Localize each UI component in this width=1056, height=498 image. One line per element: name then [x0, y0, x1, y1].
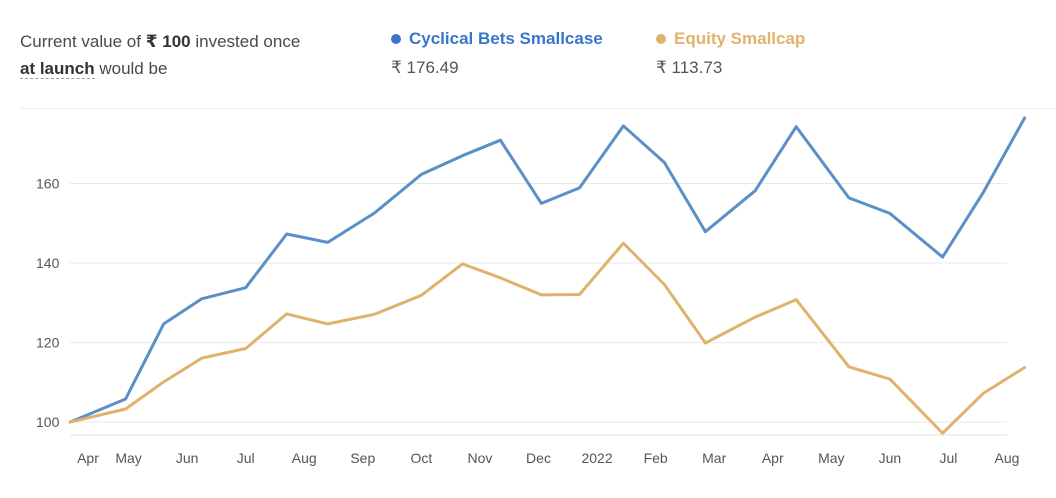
x-tick-label: Jul — [939, 450, 957, 466]
legend-dot-icon — [656, 34, 666, 44]
legend-dot-icon — [391, 34, 401, 44]
legend-item-cyclical-bets[interactable]: Cyclical Bets Smallcase ₹ 176.49 — [391, 28, 603, 79]
caption-amount: 100 — [162, 32, 191, 51]
legend-name-text: Cyclical Bets Smallcase — [409, 29, 603, 48]
x-tick-label: Aug — [995, 450, 1020, 466]
x-tick-label: May — [818, 450, 844, 466]
x-tick-label: Aug — [292, 450, 317, 466]
caption-currency: ₹ — [145, 32, 158, 51]
series-line-equity-smallcap — [68, 241, 1027, 435]
x-tick-label: Mar — [702, 450, 726, 466]
series-line-cyclical-bets — [68, 116, 1027, 424]
x-tick-label: Nov — [467, 450, 492, 466]
caption-mid: invested once — [190, 32, 301, 51]
legend-value-cyclical-bets: ₹ 176.49 — [391, 58, 459, 77]
x-tick-label: Apr — [762, 450, 784, 466]
x-tick-label: Oct — [410, 450, 432, 466]
at-launch-link[interactable]: at launch — [20, 59, 95, 79]
chart-caption: Current value of ₹ 100 invested once at … — [20, 28, 300, 82]
x-tick-label: Jul — [237, 450, 255, 466]
y-tick-label: 140 — [36, 255, 60, 271]
chart-header: Current value of ₹ 100 invested once at … — [20, 28, 1050, 88]
y-tick-label: 160 — [36, 176, 60, 192]
legend-item-equity-smallcap[interactable]: Equity Smallcap ₹ 113.73 — [656, 28, 805, 79]
y-tick-label: 100 — [36, 414, 60, 430]
legend-value-equity-smallcap: ₹ 113.73 — [656, 58, 723, 77]
caption-suffix: would be — [94, 59, 168, 78]
legend-label-cyclical-bets: Cyclical Bets Smallcase — [391, 28, 603, 50]
x-tick-label: Sep — [350, 450, 375, 466]
header-divider — [20, 108, 1056, 109]
x-tick-label: Jun — [176, 450, 199, 466]
x-tick-label: Dec — [526, 450, 551, 466]
legend-label-equity-smallcap: Equity Smallcap — [656, 28, 805, 50]
x-tick-label: 2022 — [581, 450, 612, 466]
x-tick-label: Feb — [644, 450, 668, 466]
x-tick-label: May — [115, 450, 141, 466]
legend-name-text: Equity Smallcap — [674, 29, 806, 48]
y-tick-label: 120 — [36, 335, 60, 351]
x-tick-label: Apr — [77, 450, 99, 466]
x-tick-label: Jun — [879, 450, 902, 466]
caption-prefix: Current value of — [20, 32, 146, 51]
